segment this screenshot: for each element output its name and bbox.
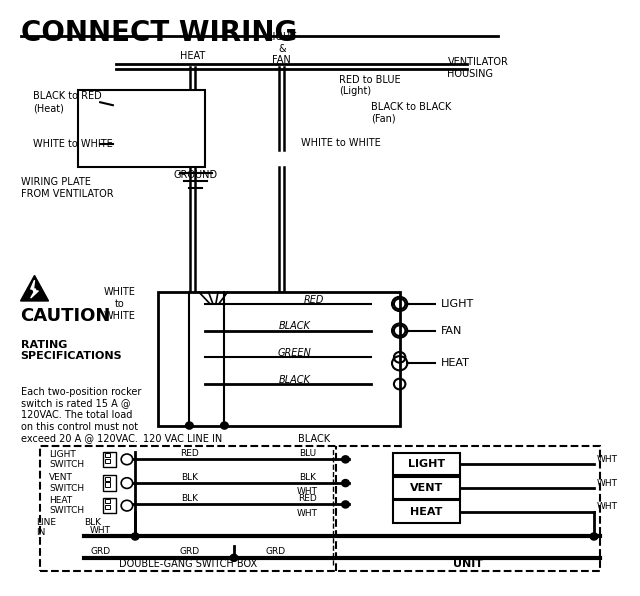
Text: RED: RED	[180, 449, 199, 458]
Circle shape	[590, 533, 598, 540]
Text: WHT: WHT	[297, 509, 317, 518]
Text: GROUND: GROUND	[173, 170, 218, 181]
Bar	[105, 505, 109, 509]
Bar	[394, 453, 460, 476]
Circle shape	[342, 480, 349, 487]
Text: BLACK: BLACK	[298, 434, 330, 445]
Text: GRD: GRD	[266, 547, 285, 557]
Text: LIGHT
SWITCH: LIGHT SWITCH	[49, 449, 84, 469]
Text: BLACK: BLACK	[278, 375, 310, 385]
Text: BLACK to RED
(Heat): BLACK to RED (Heat)	[33, 91, 102, 113]
Circle shape	[221, 422, 228, 429]
Text: VENTILATOR
HOUSING: VENTILATOR HOUSING	[447, 57, 508, 79]
Text: WHITE
to
WHITE: WHITE to WHITE	[103, 287, 135, 321]
Text: LIGHT: LIGHT	[408, 459, 445, 469]
Text: WHT: WHT	[597, 479, 618, 488]
Circle shape	[131, 533, 139, 540]
Text: WHT: WHT	[297, 488, 317, 496]
Text: VENT: VENT	[410, 483, 443, 493]
Text: Each two-position rocker
switch is rated 15 A @
120VAC. The total load
on this c: Each two-position rocker switch is rated…	[20, 387, 141, 443]
Bar	[105, 453, 109, 457]
Bar	[157, 292, 399, 426]
Text: FAN: FAN	[441, 325, 463, 336]
Text: BLU: BLU	[299, 449, 316, 458]
Text: CAUTION: CAUTION	[20, 307, 111, 325]
Bar	[103, 476, 116, 491]
Text: BLACK: BLACK	[278, 321, 310, 331]
Text: WHT: WHT	[597, 455, 618, 464]
Text: GREEN: GREEN	[278, 348, 312, 358]
Text: LIGHT: LIGHT	[441, 299, 474, 309]
Text: WHT: WHT	[90, 526, 111, 535]
Text: RED to BLUE
(Light): RED to BLUE (Light)	[339, 75, 401, 97]
Text: WHT: WHT	[597, 502, 618, 511]
Text: BLK: BLK	[181, 473, 198, 482]
Bar	[105, 459, 109, 463]
Text: HEAT
SWITCH: HEAT SWITCH	[49, 496, 84, 516]
Bar	[103, 452, 116, 467]
Text: WHITE to WHITE: WHITE to WHITE	[33, 139, 113, 149]
Text: RED: RED	[303, 295, 324, 305]
Bar	[78, 91, 205, 167]
Circle shape	[342, 501, 349, 508]
Bar	[105, 483, 109, 487]
Circle shape	[186, 422, 193, 429]
Text: WHITE to WHITE: WHITE to WHITE	[301, 138, 381, 148]
Text: BLACK to BLACK
(Fan): BLACK to BLACK (Fan)	[371, 102, 451, 124]
Polygon shape	[31, 280, 38, 298]
Text: BLK: BLK	[181, 494, 198, 503]
Text: DOUBLE-GANG SWITCH BOX: DOUBLE-GANG SWITCH BOX	[118, 559, 257, 569]
Circle shape	[230, 554, 238, 561]
Text: LIGHT
&
FAN: LIGHT & FAN	[268, 32, 296, 66]
Text: LINE
IN: LINE IN	[36, 518, 56, 537]
Polygon shape	[20, 275, 49, 301]
Bar	[105, 477, 109, 481]
Bar	[394, 477, 460, 499]
Text: UNIT: UNIT	[453, 559, 483, 569]
Text: RED: RED	[298, 494, 317, 503]
Bar	[105, 499, 109, 503]
Text: 120 VAC LINE IN: 120 VAC LINE IN	[143, 434, 223, 445]
Text: HEAT: HEAT	[180, 51, 205, 61]
Circle shape	[342, 456, 349, 463]
Text: CONNECT WIRING: CONNECT WIRING	[20, 19, 297, 47]
Text: GRD: GRD	[90, 547, 110, 557]
Bar	[40, 446, 600, 571]
Text: GRD: GRD	[179, 547, 200, 557]
Text: BLK: BLK	[84, 518, 101, 527]
Text: VENT
SWITCH: VENT SWITCH	[49, 473, 84, 493]
Text: WIRING PLATE
FROM VENTILATOR: WIRING PLATE FROM VENTILATOR	[20, 178, 113, 199]
Text: BLK: BLK	[299, 473, 316, 482]
Text: HEAT: HEAT	[441, 358, 470, 368]
Bar	[394, 500, 460, 523]
Bar	[103, 498, 116, 513]
Text: HEAT: HEAT	[410, 507, 443, 517]
Text: RATING
SPECIFICATIONS: RATING SPECIFICATIONS	[20, 340, 122, 361]
